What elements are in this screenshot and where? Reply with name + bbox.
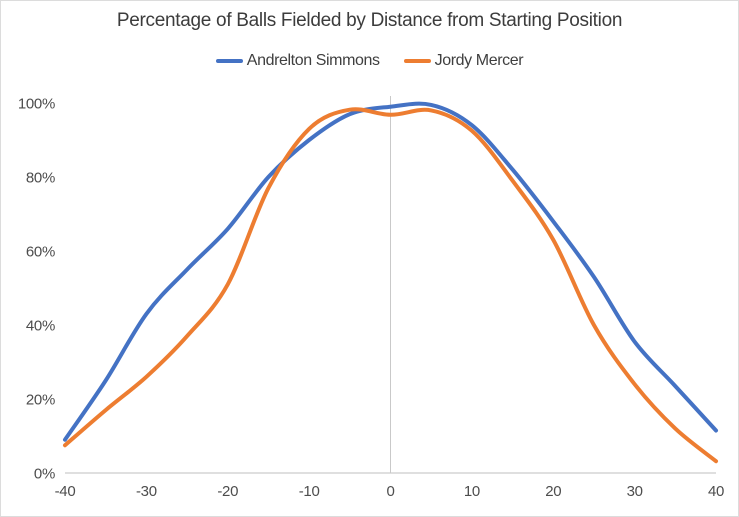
x-tick-label: 10 [464,483,480,500]
legend: Andrelton Simmons Jordy Mercer [0,52,739,70]
x-tick-label: 20 [545,483,561,500]
legend-item-andrelton-simmons: Andrelton Simmons [215,52,380,70]
gridlines [65,96,716,474]
x-axis-labels: -40 -30 -20 -10 0 10 20 30 40 [55,483,725,500]
y-tick-label: 100% [18,96,55,113]
y-tick-label: 80% [26,170,55,187]
x-tick-label: -20 [217,483,238,500]
x-tick-label: -10 [299,483,320,500]
y-axis-labels: 0% 20% 40% 60% 80% 100% [18,96,55,483]
x-tick-label: 40 [708,483,724,500]
line-series-andrelton-simmons [63,101,718,442]
x-tick-label: 30 [627,483,643,500]
legend-item-jordy-mercer: Jordy Mercer [403,52,524,70]
y-tick-label: 60% [26,244,55,261]
legend-label: Andrelton Simmons [246,52,380,69]
x-tick-label: -40 [55,483,76,500]
x-tick-label: -30 [136,483,157,500]
y-tick-label: 0% [34,466,55,483]
chart-title: Percentage of Balls Fielded by Distance … [116,10,623,31]
y-tick-label: 40% [26,318,55,335]
line-swatch-icon [403,59,431,63]
line-swatch-icon [215,59,243,63]
line-series-jordy-mercer [63,107,718,464]
x-tick-label: 0 [386,483,394,500]
series-lines [63,101,718,464]
y-tick-label: 20% [26,392,55,409]
legend-label: Jordy Mercer [434,52,524,69]
